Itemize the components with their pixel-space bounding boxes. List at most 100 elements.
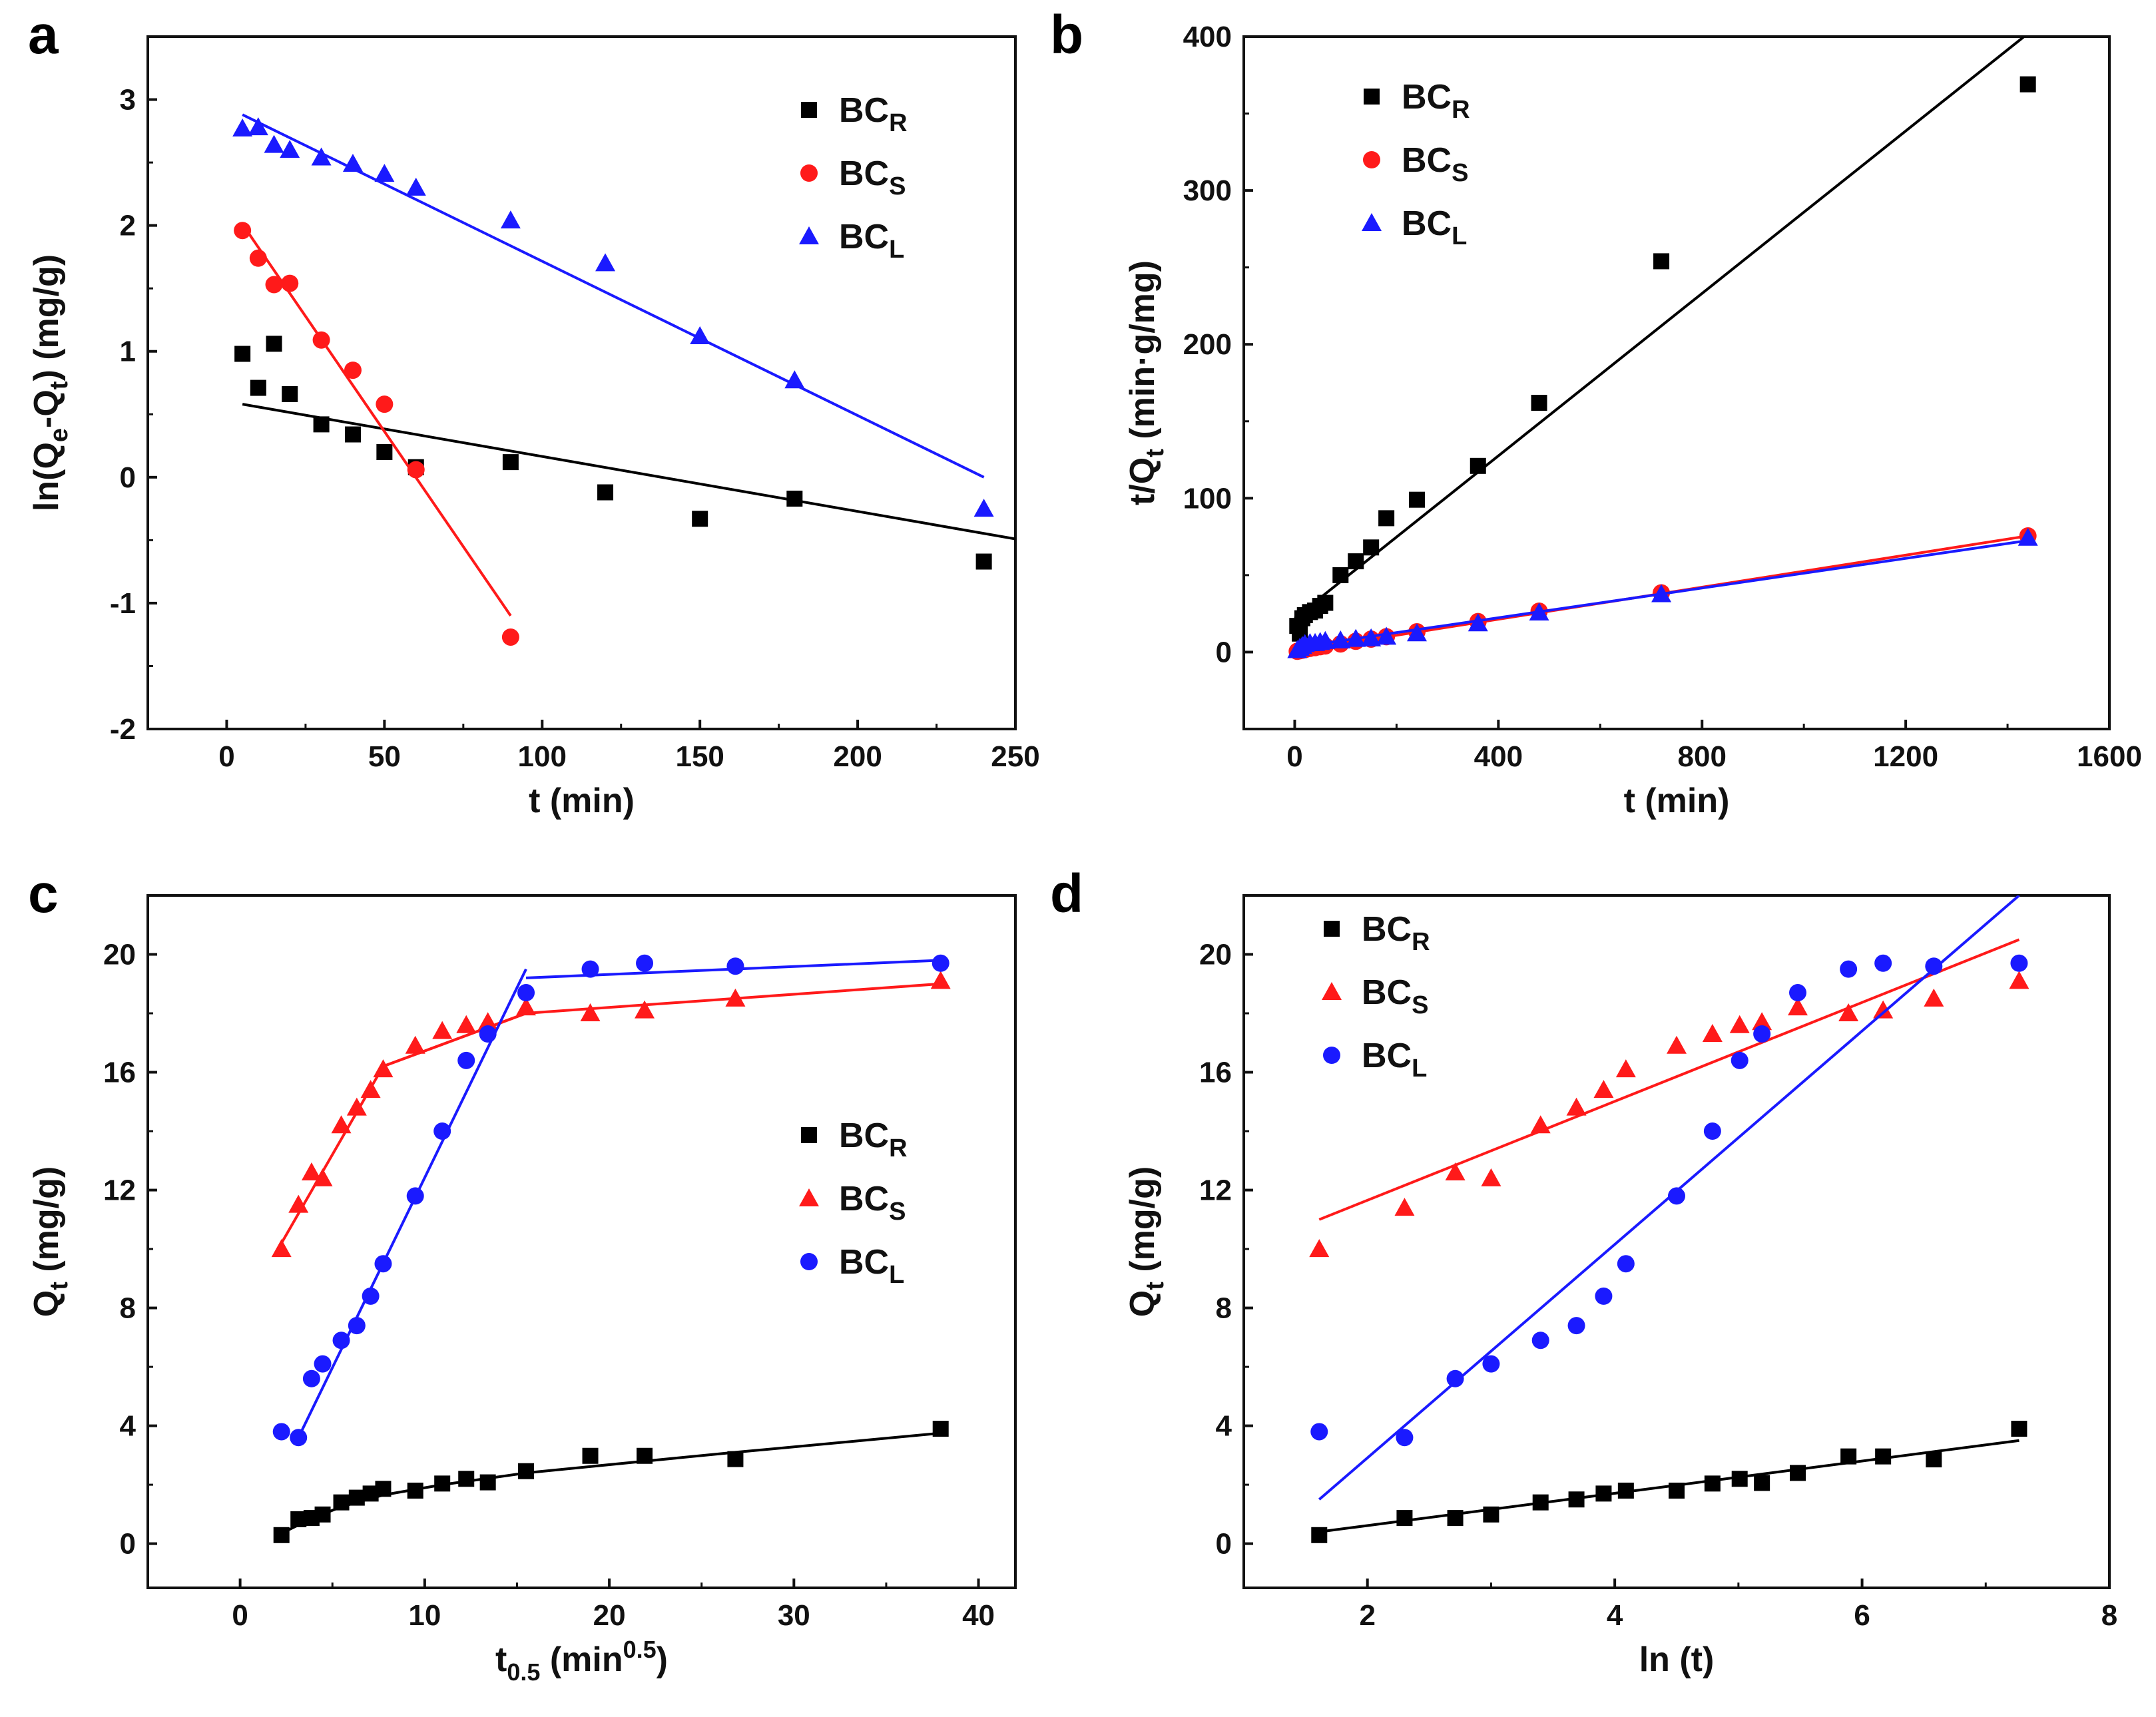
data-point — [1396, 1429, 1414, 1447]
data-point — [1376, 626, 1397, 645]
legend-label-sub: S — [889, 172, 906, 200]
data-point — [313, 416, 330, 433]
x-label-main: t — [495, 1640, 507, 1679]
data-point — [273, 1527, 290, 1543]
series-BCS — [1309, 938, 2029, 1258]
legend-label: BCS — [839, 154, 906, 200]
y-tick-label: 12 — [1199, 1174, 1232, 1207]
x-tick-label: 0 — [218, 740, 234, 773]
data-point — [314, 1506, 331, 1523]
legend-label-sub: L — [1452, 222, 1467, 250]
legend-label-sub: R — [889, 1134, 907, 1162]
x-tick-label: 1200 — [1873, 740, 1938, 773]
y-axis-label: Qt (mg/g) — [27, 1166, 73, 1317]
series-BCS — [271, 971, 951, 1258]
data-point — [1532, 1494, 1549, 1511]
y-tick-label: 8 — [120, 1292, 136, 1325]
x-tick-label: 200 — [833, 740, 882, 773]
legend-label: BCL — [1402, 204, 1467, 250]
y-axis-label: t/Qt (min·g/mg) — [1123, 260, 1169, 505]
y-label-part: - — [27, 417, 66, 428]
legend-label: BCR — [1402, 78, 1470, 124]
series-BCL — [1287, 527, 2038, 658]
y-tick-label: 0 — [120, 461, 136, 494]
legend-marker — [799, 226, 819, 244]
series-BCL — [272, 954, 949, 1447]
x-axis-label: t (min) — [1624, 782, 1730, 820]
x-tick-label: 6 — [1854, 1599, 1870, 1632]
y-tick-label: 200 — [1183, 328, 1232, 361]
y-label-sub: t — [45, 381, 73, 389]
data-point — [348, 1317, 366, 1335]
legend-marker — [800, 1253, 818, 1270]
series-BCL — [1310, 895, 2028, 1501]
data-point — [271, 1239, 292, 1258]
data-point — [1378, 510, 1395, 527]
legend-marker — [801, 102, 817, 118]
data-point — [1446, 1369, 1464, 1387]
data-point — [311, 147, 332, 166]
data-point — [302, 1369, 320, 1387]
data-point — [1567, 1317, 1585, 1335]
y-tick-label: 20 — [1199, 939, 1232, 971]
data-point — [2020, 76, 2036, 93]
data-point — [232, 119, 253, 137]
legend-label-main: BC — [1362, 1037, 1412, 1075]
data-point — [1731, 1471, 1748, 1487]
data-point — [406, 1187, 424, 1205]
y-label-sub: t — [45, 1282, 73, 1290]
data-point — [374, 164, 395, 182]
data-point — [434, 1475, 451, 1492]
legend-label-main: BC — [1362, 910, 1412, 949]
legend-label-main: BC — [1402, 141, 1452, 180]
series-BCR — [1289, 37, 2036, 642]
x-tick-label: 1600 — [2077, 740, 2142, 773]
data-point — [1317, 595, 1334, 611]
data-point — [234, 222, 252, 240]
y-label-part: Q — [1123, 457, 1162, 484]
data-point — [726, 957, 744, 975]
data-point — [502, 454, 519, 471]
data-point — [265, 276, 283, 294]
plot-frame — [1242, 35, 2111, 730]
data-point — [477, 1012, 498, 1031]
data-point — [457, 1051, 475, 1069]
data-point — [249, 249, 267, 267]
data-point — [250, 379, 266, 396]
data-point — [1407, 623, 1427, 642]
data-point — [784, 370, 805, 389]
y-label-part: (mg/g) — [27, 1166, 66, 1282]
data-point — [727, 1451, 744, 1467]
legend-marker — [800, 164, 818, 182]
data-point — [1753, 1025, 1771, 1043]
data-point — [1348, 553, 1364, 570]
data-point — [1531, 395, 1547, 411]
x-tick-label: 30 — [778, 1599, 810, 1632]
data-point — [1653, 253, 1670, 270]
data-point — [1468, 613, 1488, 632]
legend-marker — [1322, 982, 1342, 1000]
legend-label: BCL — [1362, 1037, 1427, 1083]
data-point — [932, 1421, 949, 1437]
y-tick-label: 400 — [1183, 21, 1232, 53]
legend-label-main: BC — [839, 1243, 889, 1282]
panel-letter: a — [28, 5, 59, 65]
data-point — [1789, 984, 1806, 1002]
data-point — [1566, 1097, 1587, 1116]
legend-marker — [1362, 213, 1382, 231]
data-point — [637, 1447, 653, 1464]
data-point — [2018, 527, 2038, 546]
y-label-part: Q — [1123, 1290, 1162, 1317]
data-point — [636, 954, 654, 972]
x-tick-label: 0 — [232, 1599, 248, 1632]
data-point — [1483, 1506, 1499, 1523]
y-tick-label: -1 — [110, 587, 136, 620]
data-point — [1926, 1451, 1942, 1468]
series-BCL — [232, 113, 994, 517]
y-tick-label: 0 — [1216, 1528, 1232, 1561]
data-point — [1729, 1015, 1750, 1033]
data-point — [1530, 1115, 1551, 1134]
data-point — [1924, 988, 1944, 1007]
